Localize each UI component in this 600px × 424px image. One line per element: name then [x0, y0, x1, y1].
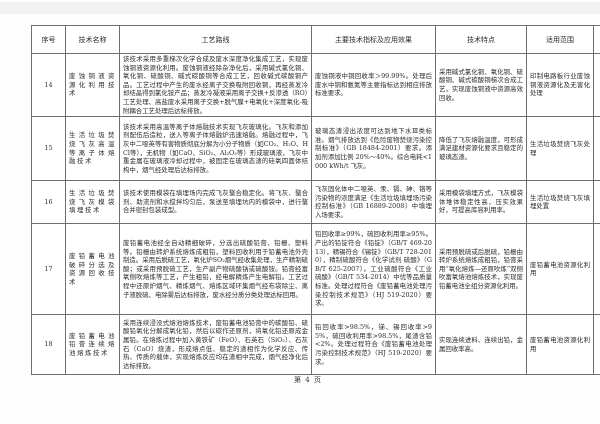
- column-header-id: 序号: [31, 25, 66, 54]
- cell-scope: 废铅蓄电池资源化利用: [526, 314, 594, 376]
- cell-process: 该技术使用模袋在填埋场内完成飞灰螯合稳定化。将飞灰、螯合剂、助流剂和水搅拌均匀后…: [119, 180, 312, 225]
- cell-process: 该技术采用多重梯次化学合成及废水深度净化集成工艺，实现废蚀铜液资源化利用。废蚀铜…: [119, 52, 312, 118]
- cell-scope: 生活垃圾焚烧飞灰填埋处置: [526, 180, 594, 225]
- table-body: 14 废蚀铜液资源化利用技术 该技术采用多重梯次化学合成及废水深度净化集成工艺，实现…: [31, 52, 600, 376]
- cell-name: 废铅蓄电池破碎分选及资源回收技术: [65, 223, 120, 316]
- column-header-category: 技术类别: [593, 25, 600, 54]
- cell-category: 推广技术: [593, 223, 600, 316]
- cell-category: 推广技术: [593, 314, 600, 376]
- cell-name: 废铅蓄电池铅膏连续熔池熔炼技术: [65, 314, 120, 376]
- cell-process: 废铅蓄电池经全自动精细破碎，分选出硫酸铅膏、铅栅、塑料等。铅栅由转炉系统熔炼成粗…: [119, 223, 312, 316]
- cell-indicators: 铅回收率≥99%，硫回收利用率≥95%。产出的铅锭符合《铅锭》（GB/T 469…: [311, 223, 436, 316]
- cell-features: 采用预脱硫或后脱硫，铅栅由转炉系统熔炼成粗铅，铅膏采用“氧化熔炼—还原吹炼”双侧…: [435, 223, 527, 316]
- column-header-process: 工艺路线: [119, 25, 312, 54]
- table-row: 14 废蚀铜液资源化利用技术 该技术采用多重梯次化学合成及废水深度净化集成工艺，实现…: [31, 52, 600, 118]
- table-row: 16 生活垃圾焚烧飞灰模袋填埋技术 该技术使用模袋在填埋场内完成飞灰螯合稳定化。将飞…: [31, 180, 600, 225]
- column-header-name: 技术名称: [65, 25, 120, 54]
- table-row: 18 废铅蓄电池铅膏连续熔池熔炼技术 采用连续浸没式熔池熔炼技术，废铅蓄电池铅膏中的…: [31, 314, 600, 376]
- cell-features: 采用模袋填埋方式，飞灰模袋体堆体稳定性高，压实效果好，可提高库容利用率。: [435, 180, 527, 225]
- cell-features: 降低了飞灰熔融温度，可形成满足建材资源化要求且稳定的玻璃态渣。: [435, 116, 527, 182]
- column-header-scope: 适用范围: [526, 25, 594, 54]
- header-row: 序号技术名称工艺路线主要技术指标及应用效果技术特点适用范围技术类别: [31, 25, 600, 54]
- cell-id: 15: [31, 116, 66, 182]
- table-header: 序号技术名称工艺路线主要技术指标及应用效果技术特点适用范围技术类别: [31, 25, 600, 54]
- cell-scope: 印制电路板行业废蚀铜液资源化及无害化处理: [526, 52, 594, 118]
- page-top-edge: [0, 2, 600, 14]
- cell-indicators: 玻璃态渣浸出浓度可达到地下水Ⅲ类标准。烟气排放达到《危险废物焚烧污染控制标准》（…: [311, 116, 436, 182]
- cell-name: 废蚀铜液资源化利用技术: [65, 52, 120, 118]
- cell-features: 实现连续进料、连续出铅，金属回收率高。: [435, 314, 527, 376]
- cell-indicators: 铅回收率>98.5%，锑、锡回收率>95%，硫回收利用率>98.5%，尾渣含铅<…: [311, 314, 436, 376]
- page-number: 第 4 页: [294, 376, 322, 384]
- table-row: 17 废铅蓄电池破碎分选及资源回收技术 废铅蓄电池经全自动精细破碎，分选出硫酸铅膏、…: [31, 223, 600, 316]
- cell-id: 16: [31, 180, 66, 225]
- cell-id: 17: [31, 223, 66, 316]
- cell-category: 示范技术: [593, 116, 600, 182]
- cell-category: 示范技术: [593, 180, 600, 225]
- cell-name: 生活垃圾焚烧飞灰高温等离子体熔融技术: [65, 116, 120, 182]
- cell-process: 该技术采用高温等离子体熔融技术实现飞灰玻璃化。飞灰和添加剂配伍后造粒，送入等离子…: [119, 116, 312, 182]
- cell-id: 18: [31, 314, 66, 376]
- cell-category: 推广技术: [593, 52, 600, 118]
- cell-features: 采用碱式氯化铜、氧化铜、硫酸铜、碱式碳酸铜梯次合成工艺，实现废蚀铜液中资源高效回…: [435, 52, 527, 118]
- column-header-features: 技术特点: [435, 25, 527, 54]
- cell-indicators: 废蚀铜液中铜回收率＞99.99%。处理后废水中铜和氨氮等主要指标达到相应排放标准…: [311, 52, 436, 118]
- cell-process: 采用连续浸没式熔池熔炼技术，废铅蓄电池铅膏中的碳酸铅、硫酸铅氧化分解成氧化铅，然…: [119, 314, 312, 376]
- cell-scope: 生活垃圾焚烧飞灰处理: [526, 116, 594, 182]
- cell-name: 生活垃圾焚烧飞灰模袋填埋技术: [65, 180, 120, 225]
- cell-scope: 废铅蓄电池资源化利用: [526, 223, 594, 316]
- cell-indicators: 飞灰固化体中二噁英、汞、镉、砷、铬等污染物的浓度满足《生活垃圾填埋场污染控制标准…: [311, 180, 436, 225]
- table-row: 15 生活垃圾焚烧飞灰高温等离子体熔融技术 该技术采用高温等离子体熔融技术实现飞灰玻…: [31, 116, 600, 182]
- cell-id: 14: [31, 52, 66, 118]
- technology-table: 序号技术名称工艺路线主要技术指标及应用效果技术特点适用范围技术类别 14废蚀铜液…: [31, 25, 600, 376]
- column-header-indicators: 主要技术指标及应用效果: [311, 25, 436, 54]
